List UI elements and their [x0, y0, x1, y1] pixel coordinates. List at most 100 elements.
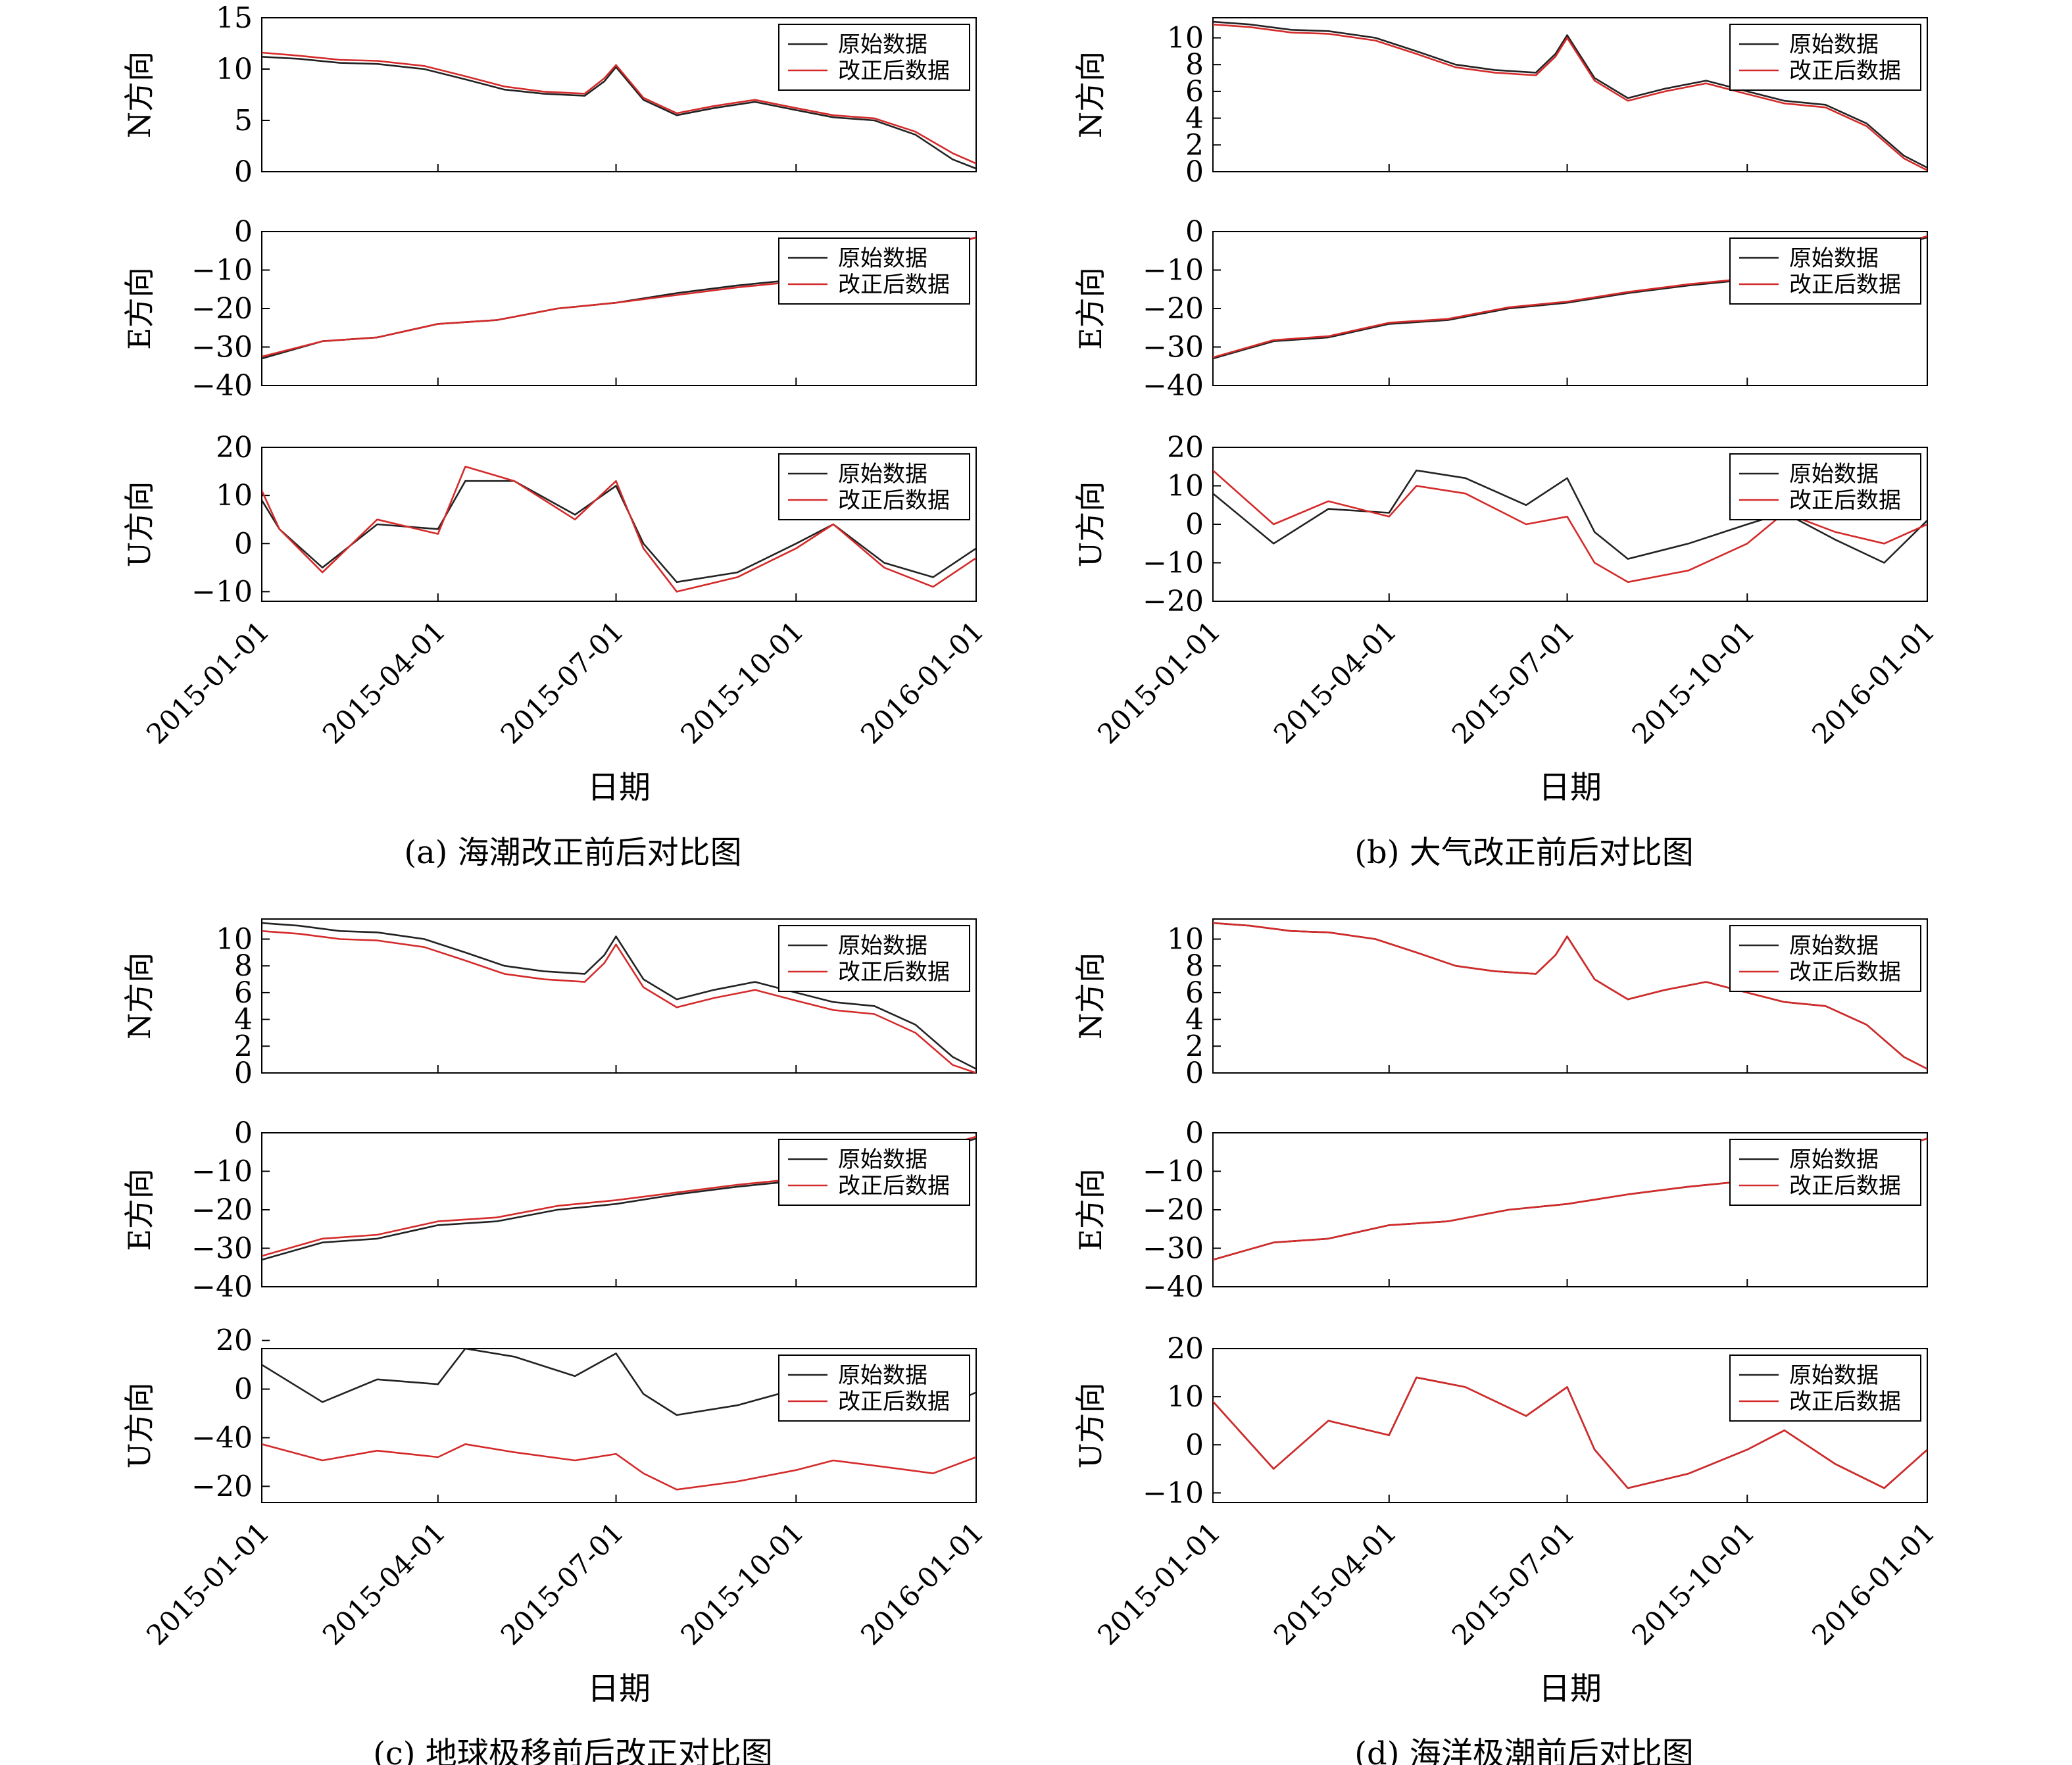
y-tick-label: 4 [234, 1003, 253, 1037]
y-tick-label: 4 [1185, 1003, 1204, 1037]
y-tick-label: 10 [216, 923, 253, 957]
y-tick-label: 2 [1185, 128, 1204, 162]
chart-panel-a: 051015N方向原始数据改正后数据−40−30−20−100E方向原始数据改正… [122, 1, 990, 871]
x-tick-label: 2015-04-01 [1268, 1516, 1403, 1651]
legend-label: 改正后数据 [838, 272, 950, 298]
x-tick-label: 2015-01-01 [140, 614, 276, 750]
y-tick-label: 0 [234, 215, 253, 249]
plot-frame [261, 447, 977, 602]
y-tick-label: 2 [234, 1030, 253, 1063]
x-tick-label: 2016-01-01 [854, 614, 990, 750]
panel-caption: (b) 大气改正前后对比图 [1354, 834, 1693, 871]
y-tick-label: 0 [234, 1057, 253, 1090]
y-tick-label: −40 [191, 369, 253, 403]
series-line-original [262, 922, 976, 1070]
legend-label: 改正后数据 [838, 1389, 950, 1415]
legend-label: 改正后数据 [838, 487, 950, 514]
y-axis-label: N方向 [122, 953, 157, 1039]
y-axis-label: N方向 [1073, 51, 1108, 138]
y-tick-label: 8 [1185, 48, 1204, 82]
legend-box [778, 237, 970, 305]
x-axis-label: 日期 [587, 1670, 651, 1707]
legend-label: 原始数据 [838, 933, 927, 959]
legend-label: 改正后数据 [838, 959, 950, 985]
x-tick-label: 2015-01-01 [1091, 1516, 1227, 1651]
x-axis-label: 日期 [1539, 1670, 1602, 1707]
x-tick-label: 2015-04-01 [316, 1516, 452, 1651]
y-tick-label: 0 [234, 1373, 253, 1406]
y-tick-label: 6 [1185, 75, 1204, 109]
y-tick-label: −10 [191, 575, 253, 609]
series-line-corrected [262, 51, 976, 164]
x-tick-label: 2015-01-01 [140, 1516, 276, 1651]
legend-label: 原始数据 [838, 245, 927, 272]
y-tick-label: 4 [1185, 102, 1204, 136]
y-tick-label: −10 [191, 254, 253, 287]
y-tick-label: −40 [191, 1421, 253, 1454]
series-line-original [262, 480, 976, 584]
legend-label: 原始数据 [1789, 933, 1879, 959]
x-tick-label: 2015-07-01 [495, 1516, 630, 1651]
x-tick-label: 2016-01-01 [1806, 614, 1941, 750]
y-tick-label: −10 [1143, 1155, 1204, 1189]
y-tick-label: −20 [191, 292, 253, 326]
legend-label: 原始数据 [1789, 245, 1879, 272]
y-tick-label: −10 [191, 1155, 253, 1189]
y-tick-label: −20 [1143, 585, 1204, 618]
chart-panel-c: 0246810N方向原始数据改正后数据−40−30−20−100E方向原始数据改… [122, 918, 990, 1765]
plot-frame [261, 1348, 977, 1503]
plot-frame [1212, 1348, 1928, 1503]
y-tick-label: −30 [191, 1232, 253, 1266]
x-tick-label: 2015-07-01 [1446, 614, 1581, 750]
y-tick-label: 0 [234, 1116, 253, 1150]
y-axis-label: E方向 [122, 267, 157, 350]
legend-box [778, 925, 970, 992]
legend-label: 改正后数据 [1789, 959, 1901, 985]
y-axis-label: N方向 [122, 51, 157, 138]
series-line-original [1213, 20, 1927, 169]
y-axis-label: N方向 [1073, 953, 1108, 1039]
legend-label: 改正后数据 [1789, 1173, 1901, 1199]
y-tick-label: 0 [234, 527, 253, 560]
x-tick-label: 2016-01-01 [854, 1516, 990, 1651]
y-tick-label: 0 [1185, 508, 1204, 541]
y-tick-label: −30 [191, 331, 253, 364]
legend-box [778, 1139, 970, 1206]
legend-label: 原始数据 [1789, 1362, 1879, 1389]
legend-box [1729, 24, 1921, 91]
legend-box [778, 453, 970, 520]
y-tick-label: −40 [1143, 369, 1204, 403]
y-tick-label: −30 [1143, 331, 1204, 364]
y-tick-label: 10 [1167, 22, 1204, 55]
legend-label: 原始数据 [1789, 1147, 1879, 1173]
chart-panel-d: 0246810N方向原始数据改正后数据−40−30−20−100E方向原始数据改… [1073, 918, 1941, 1765]
series-line-corrected [262, 930, 976, 1073]
y-tick-label: 0 [1185, 215, 1204, 249]
y-tick-label: 8 [234, 949, 253, 983]
x-tick-label: 2015-07-01 [1446, 1516, 1581, 1651]
y-tick-label: −20 [191, 1470, 253, 1503]
x-tick-label: 2016-01-01 [1806, 1516, 1941, 1651]
y-tick-label: 8 [1185, 949, 1204, 983]
y-tick-label: 2 [1185, 1030, 1204, 1063]
x-tick-label: 2015-10-01 [1625, 1516, 1761, 1651]
y-tick-label: −10 [1143, 547, 1204, 580]
chart-panel-b: 0246810N方向原始数据改正后数据−40−30−20−100E方向原始数据改… [1073, 17, 1941, 871]
x-tick-label: 2015-10-01 [674, 1516, 810, 1651]
legend-box [1729, 1355, 1921, 1422]
legend-label: 原始数据 [838, 32, 927, 58]
x-axis-label: 日期 [587, 769, 651, 806]
plot-frame [1212, 918, 1928, 1074]
